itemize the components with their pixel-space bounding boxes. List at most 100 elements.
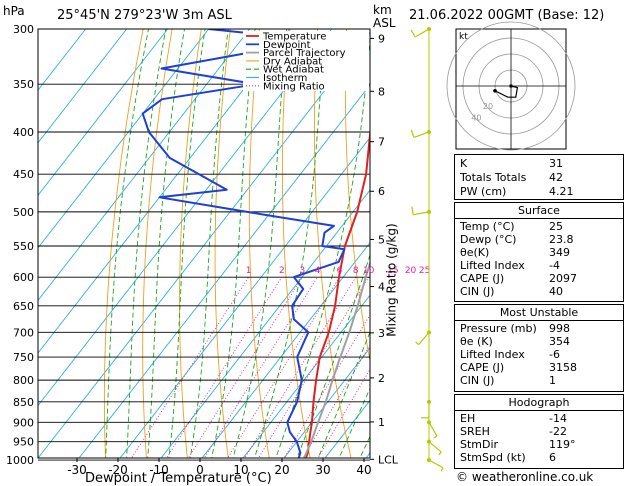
pressure-tick-label: 700: [13, 326, 34, 339]
hodograph-row-label: StmDir: [460, 438, 499, 451]
most-unstable-row-value: 354: [549, 335, 570, 348]
mixing-ratio-label: 15: [387, 266, 398, 276]
isotherm-line: [38, 29, 251, 302]
isotherm-line: [283, 347, 370, 458]
series-temperature-line: [304, 124, 370, 458]
dry-adiabat-line: [103, 29, 144, 458]
dry-adiabat-line: [248, 29, 270, 458]
temperature-tick-label: 0: [196, 463, 204, 477]
sounding-series: [141, 29, 370, 458]
surface-row-label: θe(K): [460, 246, 490, 259]
temperature-tick-label: -20: [108, 463, 128, 477]
mixing-ratio-line: [203, 276, 318, 458]
hodograph-row-label: SREH: [460, 425, 490, 438]
pressure-tick-label: 500: [13, 206, 34, 219]
hodograph-end-point: [493, 89, 497, 93]
legend-label: Mixing Ratio: [263, 81, 325, 92]
temperature-tick-label: 10: [233, 463, 248, 477]
mixing-ratio-label: 2: [279, 266, 285, 276]
wet-adiabat-line: [317, 330, 370, 458]
mixing-ratio-label: 25: [419, 266, 430, 276]
mixing-ratio-line: [166, 276, 283, 458]
most-unstable-row-label: CIN (J): [460, 374, 495, 387]
hodograph-row-label: EH: [460, 412, 476, 425]
most-unstable-row-label: θe (K): [460, 335, 493, 348]
index-label-pw: PW (cm): [460, 185, 507, 198]
isotherm-line: [38, 29, 333, 407]
datetime-label: 21.06.2022 00GMT (Base: 12): [409, 8, 605, 23]
height-tick-label: 1: [378, 416, 385, 429]
most-unstable-row-value: 1: [549, 374, 556, 387]
wet-adiabat-line: [189, 29, 229, 458]
pressure-tick-label: 750: [13, 351, 34, 364]
wet-adiabat-line: [275, 31, 370, 458]
axis-ticks: 3003504004505005506006507007508008509009…: [6, 23, 372, 477]
mixing-ratio-line: [317, 368, 370, 458]
isotherm-line: [38, 29, 128, 144]
mixing-ratio-labels: 1 2 3 4 6 8 10 15 20 25: [246, 266, 431, 276]
height-axis: 9 8 7 6 5 4 3 2 1 LCL: [370, 32, 399, 466]
pressure-tick-label: 900: [13, 416, 34, 429]
wind-barb: [410, 27, 431, 38]
pressure-tick-label: 650: [13, 300, 34, 313]
wind-barb-flag: [433, 435, 438, 439]
hodograph-ring: [446, 21, 576, 151]
height-tick-label: 2: [378, 372, 385, 385]
plot-border: [37, 28, 371, 459]
hodograph-row-label: StmSpd (kt): [460, 451, 526, 464]
legend-label: Parcel Trajectory: [263, 48, 346, 59]
surface-row-label: CAPE (J): [460, 272, 505, 285]
hodograph-row-value: -22: [549, 425, 567, 438]
most-unstable-row-value: 998: [549, 322, 570, 335]
mixing-ratio-line: [187, 276, 303, 458]
hodograph-title: Hodograph: [508, 396, 570, 409]
surface-row-value: -4: [549, 259, 560, 272]
isotherm-line: [160, 189, 370, 458]
credit-label: © weatheronline.co.uk: [456, 470, 594, 484]
mixing-ratio-label: 20: [405, 266, 417, 276]
pressure-tick-label: 450: [13, 168, 34, 181]
pressure-tick-label: 950: [13, 436, 34, 449]
wind-barb: [411, 206, 431, 216]
hodograph-ring-label: 20: [483, 102, 493, 111]
mixing-ratio-label: 1: [246, 266, 252, 276]
dry-adiabat-line: [142, 29, 173, 458]
surface-row-value: 40: [549, 285, 563, 298]
isotherm-line: [324, 399, 370, 458]
index-value-pw: 4.21: [549, 185, 574, 198]
height-unit-asl-label: ASL: [373, 16, 396, 30]
mixing-ratio-label: 6: [337, 266, 343, 276]
most-unstable-row-label: CAPE (J): [460, 361, 505, 374]
wind-barb-staff: [428, 441, 442, 453]
dry-adiabat-line: [313, 29, 352, 458]
wind-barb-flag: [410, 129, 415, 138]
dry-adiabat-line: [179, 29, 202, 458]
height-tick-label: 7: [378, 136, 385, 149]
wind-barb-flag: [410, 29, 416, 38]
pressure-tick-label: 350: [13, 78, 34, 91]
dry-adiabat-line: [344, 29, 370, 364]
surface-panel: Surface Temp (°C) 25 Dewp (°C) 23.8 θe(K…: [454, 202, 624, 302]
temperature-tick-label: -10: [149, 463, 169, 477]
mixing-ratio-label: 3: [299, 266, 305, 276]
location-label: 25°45'N 279°23'W 3m ASL: [57, 8, 232, 23]
surface-row-label: Lifted Index: [460, 259, 525, 272]
mixing-ratio-line: [131, 276, 249, 458]
legend-label: Isotherm: [263, 73, 307, 84]
temperature-tick-label: 40: [356, 463, 371, 477]
mixing-ratio-label: 8: [353, 266, 359, 276]
index-value-totals: 42: [549, 171, 563, 184]
isotherm-line: [38, 29, 169, 197]
index-value-k: 31: [549, 157, 563, 170]
plot-frame: [37, 28, 371, 459]
indices-panel: K 31 Totals Totals 42 PW (cm) 4.21: [454, 154, 624, 200]
legend-label: Temperature: [262, 32, 326, 43]
height-tick-label: 3: [378, 327, 385, 340]
wet-adiabat-line: [126, 29, 167, 458]
wind-barb: [410, 129, 431, 139]
pressure-tick-label: 550: [13, 240, 34, 253]
hodograph-panel: Hodograph EH -14 SREH -22 StmDir 119° St…: [454, 394, 624, 469]
pressure-tick-label: 800: [13, 374, 34, 387]
surface-row-label: CIN (J): [460, 285, 495, 298]
